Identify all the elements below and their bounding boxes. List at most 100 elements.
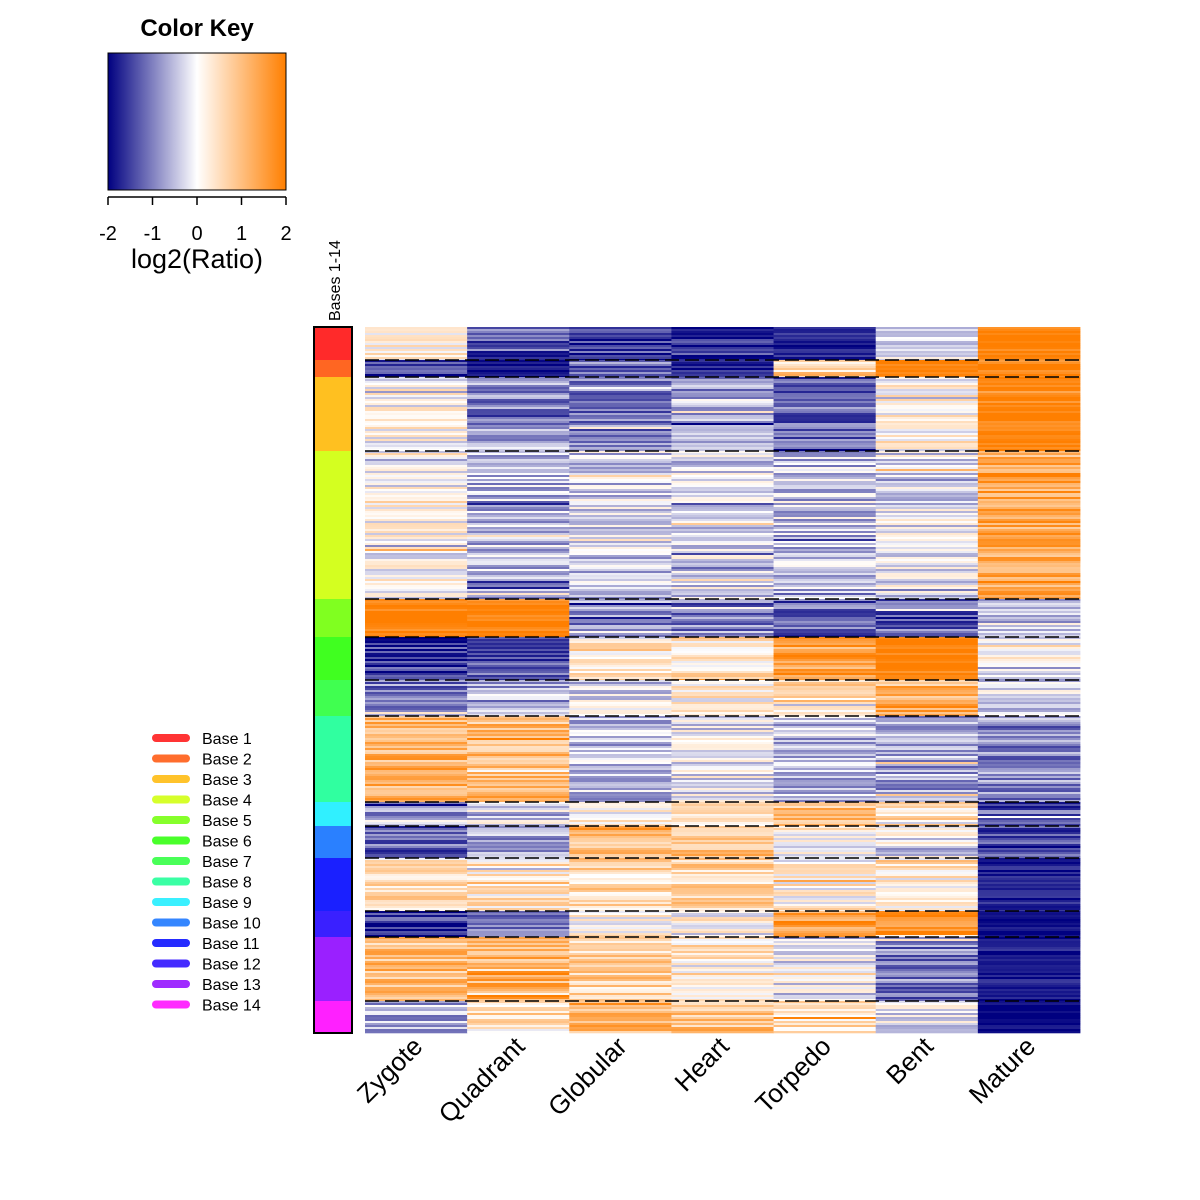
heatmap-cell [875,427,979,430]
heatmap-cell [671,778,774,781]
heatmap-cell [365,537,468,540]
heatmap-cell [773,575,877,578]
heatmap-cell [977,671,1081,674]
heatmap-cell [569,1027,672,1030]
heatmap-cell [365,758,468,761]
heatmap-cell [773,708,877,711]
heatmap-cell [773,485,877,488]
heatmap-cell [773,407,877,410]
heatmap-cell [467,581,570,584]
color-key-gradient [107,52,287,191]
heatmap-cell [773,455,877,458]
heatmap-cell [365,591,468,594]
heatmap-cell [671,563,774,566]
heatmap-cell [569,639,672,642]
heatmap-cell [569,782,672,785]
heatmap-cell [875,784,979,787]
heatmap-cell [773,780,877,783]
heatmap-cell [875,601,979,604]
heatmap-cell [977,983,1081,986]
heatmap-cell [467,708,570,711]
heatmap-cell [773,337,877,340]
heatmap-cell [569,866,672,869]
heatmap-cell [467,686,570,689]
heatmap-cell [875,1031,979,1034]
heatmap-cell [671,673,774,676]
heatmap-cell [671,854,774,857]
heatmap-cell [671,525,774,528]
heatmap-cell [875,742,979,745]
heatmap-cell [467,341,570,344]
heatmap-cell [671,329,774,332]
heatmap-cell [569,625,672,628]
heatmap-cell [569,896,672,899]
heatmap-cell [467,860,570,863]
heatmap-cell [365,680,468,683]
heatmap-cell [569,993,672,996]
heatmap-cell [773,359,877,361]
heatmap-cell [467,696,570,699]
cluster-block-3 [365,377,1081,452]
heatmap-cell [467,1027,570,1030]
heatmap-cell [671,746,774,749]
heatmap-cell [671,425,774,428]
heatmap-cell [569,929,672,932]
heatmap-cell [365,435,468,438]
heatmap-cell [467,680,570,683]
heatmap-cell [671,585,774,588]
heatmap-cell [365,587,468,590]
heatmap-cell [773,599,877,602]
heatmap-cell [467,465,570,468]
heatmap-cell [365,403,468,406]
heatmap-cell [773,643,877,646]
heatmap-cell [467,505,570,508]
heatmap-cell [773,433,877,436]
heatmap-cell [977,366,1081,369]
heatmap-cell [773,521,877,524]
heatmap-cell [365,810,468,813]
heatmap-cell [365,981,468,984]
heatmap-cell [467,780,570,783]
heatmap-cell [977,882,1081,885]
heatmap-cell [671,708,774,711]
heatmap-cell [365,1021,468,1024]
heatmap-cell [875,337,979,340]
heatmap-cell [365,812,468,815]
heatmap-cell [569,669,672,672]
heatmap-cell [671,939,774,942]
heatmap-cell [671,368,774,371]
heatmap-cell [365,828,468,831]
heatmap-cell [569,706,672,709]
heatmap-cell [773,834,877,837]
heatmap-cell [671,953,774,956]
heatmap-cell [365,583,468,586]
heatmap-cell [467,854,570,857]
heatmap-cell [365,840,468,843]
heatmap-cell [977,868,1081,871]
heatmap-cell [569,368,672,371]
heatmap-cell [365,979,468,982]
cluster-block-8 [365,716,1081,803]
heatmap-cell [977,391,1081,394]
heatmap-cell [467,585,570,588]
heatmap-cell [467,973,570,976]
heatmap-cell [773,370,877,373]
heatmap-cell [671,547,774,550]
heatmap-cell [467,479,570,482]
heatmap-cell [569,1023,672,1026]
heatmap-cell [467,333,570,336]
heatmap-cell [773,732,877,735]
heatmap-cell [875,541,979,544]
legend-label: Base 8 [202,875,252,892]
heatmap-cell [671,577,774,580]
heatmap-cell [467,429,570,432]
heatmap-cell [569,557,672,560]
heatmap-cell [977,682,1081,685]
heatmap-cell [467,874,570,877]
heatmap-cell [365,706,468,709]
heatmap-cell [977,808,1081,811]
heatmap-cell [875,1009,979,1012]
color-key-label: log2(Ratio) [131,244,263,274]
heatmap-cell [977,335,1081,338]
